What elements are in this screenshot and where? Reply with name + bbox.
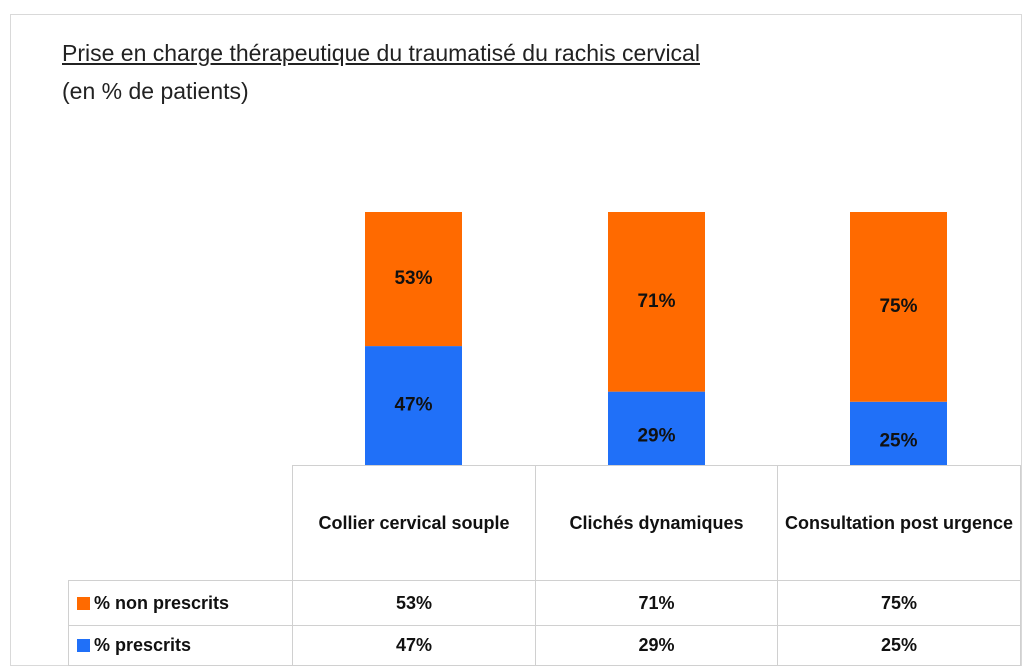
legend-swatch xyxy=(77,639,90,652)
data-table: Collier cervical souple Clichés dynamique… xyxy=(68,465,1021,666)
bar-segment xyxy=(608,391,705,465)
table-value: 75% xyxy=(777,580,1021,626)
legend-entry: % prescrits xyxy=(68,625,293,666)
bar-segment xyxy=(608,212,705,392)
bar-segment xyxy=(850,212,947,402)
table-value: 53% xyxy=(292,580,536,626)
bar-segment xyxy=(365,212,462,347)
value-label: 47% xyxy=(394,395,432,416)
legend-swatch xyxy=(77,596,90,610)
legend-label: % non prescrits xyxy=(94,592,230,613)
value-label: 53% xyxy=(394,268,432,289)
value-label: 71% xyxy=(637,291,675,312)
bar-segment xyxy=(365,346,462,465)
table-corner xyxy=(68,465,293,581)
value-label: 29% xyxy=(637,425,675,446)
chart-title: Prise en charge thérapeutique du traumat… xyxy=(62,40,700,66)
bar-segment xyxy=(850,401,947,465)
category-label: Consultation post urgence xyxy=(777,465,1021,581)
category-label: Clichés dynamiques xyxy=(535,465,778,581)
table-value: 47% xyxy=(292,625,536,666)
table-header-row: Collier cervical souple Clichés dynamique… xyxy=(68,465,1021,581)
value-label: 25% xyxy=(879,430,917,451)
table-row: % non prescrits 53% 71% 75% xyxy=(68,580,1021,626)
table-row: % prescrits 47% 29% 25% xyxy=(68,625,1021,666)
chart-subtitle: (en % de patients) xyxy=(62,78,249,104)
table-value: 71% xyxy=(535,580,778,626)
table-value: 25% xyxy=(777,625,1021,666)
legend-label: % prescrits xyxy=(94,635,192,655)
value-label: 75% xyxy=(879,296,917,317)
legend-entry: % non prescrits xyxy=(68,580,293,626)
category-label: Collier cervical souple xyxy=(292,465,536,581)
table-value: 29% xyxy=(535,625,778,666)
